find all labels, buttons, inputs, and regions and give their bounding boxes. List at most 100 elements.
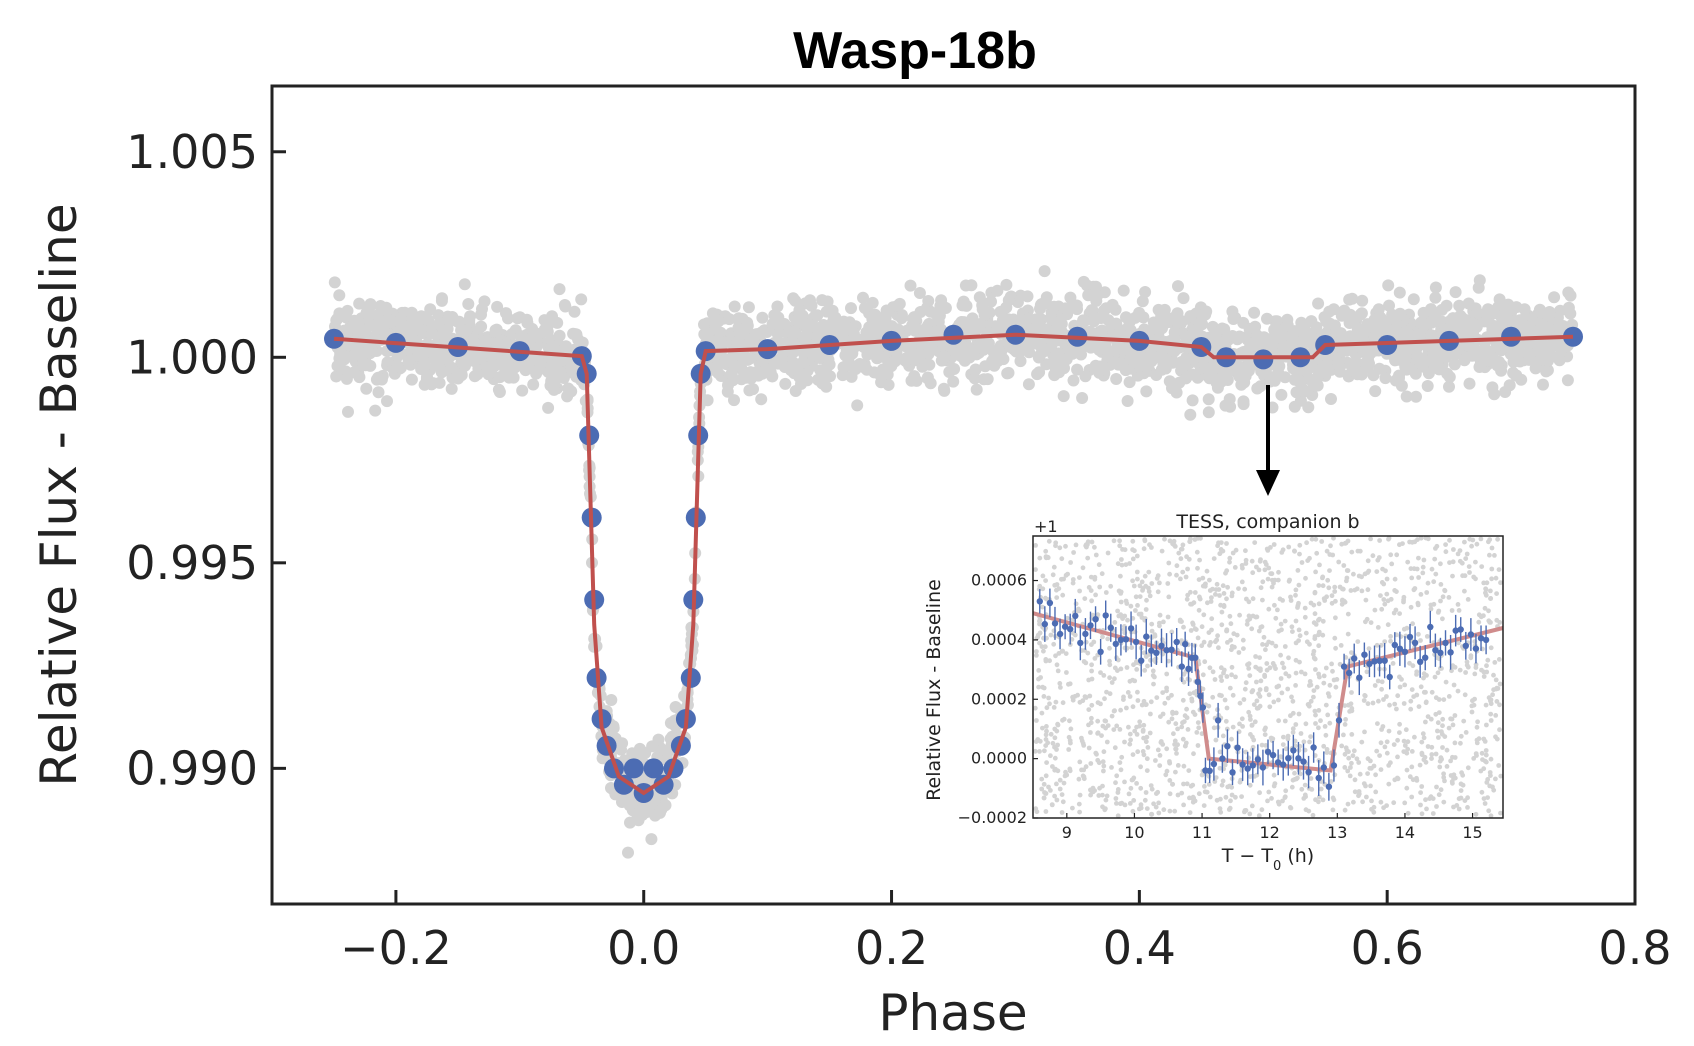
inset-raw-point [1286,655,1291,661]
inset-binned-point [1158,642,1165,649]
inset-raw-point [1388,552,1394,558]
inset-raw-point [1333,645,1338,651]
inset-raw-point [1100,783,1105,789]
inset-raw-point [1494,699,1500,704]
raw-point [560,340,572,353]
inset-raw-point [1142,538,1148,544]
inset-raw-point [1199,624,1205,630]
inset-raw-point [1301,796,1307,801]
raw-point [516,384,529,397]
inset-raw-point [1281,734,1286,740]
inset-raw-point [1388,634,1393,639]
inset-binned-point [1107,624,1115,631]
inset-raw-point [1173,746,1179,752]
inset-raw-point [1288,598,1294,603]
inset-raw-point [1263,743,1269,748]
inset-raw-point [1037,617,1043,623]
inset-raw-point [1144,768,1150,773]
inset-raw-point [1190,794,1196,800]
inset-raw-point [1345,801,1351,807]
inset-raw-point [1088,761,1094,766]
inset-raw-point [1100,723,1106,729]
inset-raw-point [1161,807,1167,813]
inset-raw-point [1349,650,1354,655]
inset-raw-point [1057,681,1063,686]
inset-raw-point [1264,642,1269,648]
inset-raw-point [1364,794,1369,800]
inset-raw-point [1435,610,1441,615]
inset-raw-point [1374,748,1380,754]
inset-raw-point [1375,678,1381,684]
inset-raw-point [1248,717,1253,722]
inset-raw-point [1410,621,1415,627]
inset-raw-point [1452,713,1458,718]
raw-point [1071,363,1084,376]
inset-raw-point [1459,560,1465,566]
inset-raw-point [1113,780,1118,786]
raw-point [1449,286,1462,299]
inset-raw-point [1342,807,1348,813]
inset-raw-point [1429,752,1435,757]
inset-raw-point [1423,700,1429,706]
inset-raw-point [1155,573,1161,579]
inset-raw-point [1131,662,1136,668]
raw-point [391,360,404,373]
inset-raw-point [1434,784,1439,790]
inset-raw-point [1103,806,1108,812]
inset-raw-point [1065,571,1070,577]
inset-raw-point [1123,562,1129,567]
raw-point [485,365,497,378]
raw-point [374,300,387,312]
inset-raw-point [1316,643,1322,649]
inset-raw-point [1479,667,1484,673]
inset-raw-point [1187,795,1192,801]
inset-raw-point [1374,569,1380,574]
inset-raw-point [1089,676,1095,682]
inset-raw-point [1432,674,1438,680]
raw-point [948,363,961,375]
raw-point [1102,314,1115,327]
raw-point [550,358,563,371]
inset-binned-point [1041,620,1049,628]
inset-raw-point [1497,727,1502,733]
inset-raw-point [1059,810,1065,815]
inset-raw-point [1349,690,1354,695]
raw-point [1367,369,1380,382]
inset-raw-point [1336,559,1342,565]
inset-raw-point [1054,587,1059,593]
raw-point [737,328,750,340]
inset-raw-point [1053,653,1058,659]
inset-raw-point [1424,806,1429,812]
inset-raw-point [1450,664,1455,670]
inset-raw-point [1240,637,1246,643]
inset-raw-point [1309,787,1315,792]
inset-raw-point [1144,806,1150,811]
main-y-axis-label: Relative Flux - Baseline [30,203,88,786]
inset-raw-point [1195,565,1200,571]
raw-point [837,361,850,374]
inset-raw-point [1241,646,1246,651]
inset-raw-point [1401,626,1407,632]
inset-raw-point [1217,593,1222,598]
inset-raw-point [1418,592,1424,597]
inset-raw-point [1313,569,1318,575]
inset-raw-point [1237,779,1243,785]
inset-raw-point [1132,548,1137,554]
inset-binned-point [1117,636,1125,644]
raw-point [1172,280,1184,293]
inset-raw-point [1320,618,1326,624]
inset-raw-point [1419,739,1425,745]
inset-binned-point [1219,755,1226,762]
inset-x-tick-label: 14 [1395,823,1415,842]
inset-raw-point [1319,539,1325,544]
inset-raw-point [1342,599,1348,605]
inset-raw-point [1317,562,1322,568]
inset-raw-point [1493,713,1499,718]
raw-point [622,846,634,859]
inset-raw-point [1186,768,1192,773]
inset-raw-point [1201,639,1207,645]
inset-raw-point [1462,692,1468,698]
inset-raw-point [1302,782,1308,788]
inset-raw-point [1063,651,1069,656]
inset-raw-point [1118,767,1124,773]
